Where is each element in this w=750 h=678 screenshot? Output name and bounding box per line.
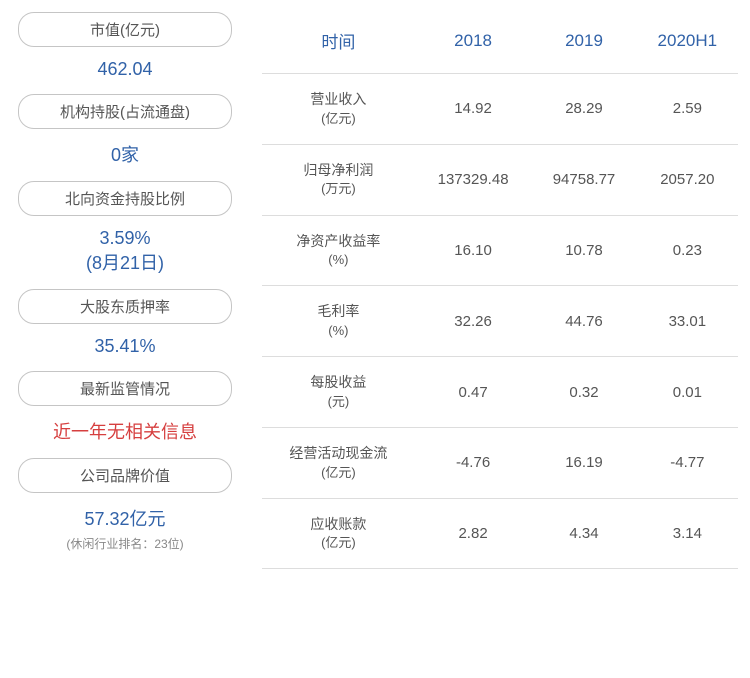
row-label: 应收账款 (亿元) bbox=[262, 498, 415, 569]
cell-value: 2.82 bbox=[415, 498, 532, 569]
cell-value: 10.78 bbox=[531, 215, 636, 286]
metric-northbound-holdings: 北向资金持股比例 3.59% (8月21日) bbox=[18, 181, 232, 275]
row-label-main: 营业收入 bbox=[270, 90, 407, 110]
row-label-unit: (亿元) bbox=[270, 110, 407, 128]
table-row: 营业收入 (亿元) 14.92 28.29 2.59 bbox=[262, 74, 738, 145]
row-label-main: 应收账款 bbox=[270, 515, 407, 535]
cell-value: 2.59 bbox=[637, 74, 738, 145]
metric-value: 462.04 bbox=[18, 59, 232, 80]
row-label-unit: (万元) bbox=[270, 180, 407, 198]
cell-value: 0.23 bbox=[637, 215, 738, 286]
metric-label: 大股东质押率 bbox=[18, 289, 232, 324]
metric-label: 公司品牌价值 bbox=[18, 458, 232, 493]
row-label-main: 归母净利润 bbox=[270, 161, 407, 181]
metric-label: 北向资金持股比例 bbox=[18, 181, 232, 216]
row-label-main: 经营活动现金流 bbox=[270, 444, 407, 464]
col-header-2018: 2018 bbox=[415, 12, 532, 74]
metric-institutional-holdings: 机构持股(占流通盘) 0家 bbox=[18, 94, 232, 167]
row-label-unit: (元) bbox=[270, 393, 407, 411]
row-label: 营业收入 (亿元) bbox=[262, 74, 415, 145]
metric-value: 近一年无相关信息 bbox=[18, 418, 232, 444]
cell-value: 28.29 bbox=[531, 74, 636, 145]
table-header-row: 时间 2018 2019 2020H1 bbox=[262, 12, 738, 74]
table-row: 净资产收益率 (%) 16.10 10.78 0.23 bbox=[262, 215, 738, 286]
row-label-unit: (亿元) bbox=[270, 464, 407, 482]
metric-value: 3.59% (8月21日) bbox=[18, 228, 232, 275]
financial-table-panel: 时间 2018 2019 2020H1 营业收入 (亿元) 14.92 28.2… bbox=[250, 12, 750, 666]
metric-label: 机构持股(占流通盘) bbox=[18, 94, 232, 129]
metric-label: 市值(亿元) bbox=[18, 12, 232, 47]
cell-value: 0.32 bbox=[531, 357, 636, 428]
metric-pledge-ratio: 大股东质押率 35.41% bbox=[18, 289, 232, 357]
row-label: 净资产收益率 (%) bbox=[262, 215, 415, 286]
cell-value: -4.76 bbox=[415, 427, 532, 498]
left-metrics-panel: 市值(亿元) 462.04 机构持股(占流通盘) 0家 北向资金持股比例 3.5… bbox=[0, 12, 250, 666]
row-label-unit: (亿元) bbox=[270, 534, 407, 552]
table-row: 归母净利润 (万元) 137329.48 94758.77 2057.20 bbox=[262, 144, 738, 215]
metric-value: 0家 bbox=[18, 141, 232, 167]
cell-value: 94758.77 bbox=[531, 144, 636, 215]
cell-value: 0.47 bbox=[415, 357, 532, 428]
cell-value: 14.92 bbox=[415, 74, 532, 145]
table-row: 毛利率 (%) 32.26 44.76 33.01 bbox=[262, 286, 738, 357]
metric-regulatory-status: 最新监管情况 近一年无相关信息 bbox=[18, 371, 232, 444]
cell-value: 2057.20 bbox=[637, 144, 738, 215]
table-row: 每股收益 (元) 0.47 0.32 0.01 bbox=[262, 357, 738, 428]
table-row: 应收账款 (亿元) 2.82 4.34 3.14 bbox=[262, 498, 738, 569]
col-header-2019: 2019 bbox=[531, 12, 636, 74]
row-label-main: 每股收益 bbox=[270, 373, 407, 393]
cell-value: -4.77 bbox=[637, 427, 738, 498]
metric-label: 最新监管情况 bbox=[18, 371, 232, 406]
cell-value: 44.76 bbox=[531, 286, 636, 357]
metric-brand-value: 公司品牌价值 57.32亿元 (休闲行业排名：23位) bbox=[18, 458, 232, 552]
cell-value: 0.01 bbox=[637, 357, 738, 428]
row-label: 归母净利润 (万元) bbox=[262, 144, 415, 215]
metric-value: 35.41% bbox=[18, 336, 232, 357]
cell-value: 4.34 bbox=[531, 498, 636, 569]
col-header-2020h1: 2020H1 bbox=[637, 12, 738, 74]
table-row: 经营活动现金流 (亿元) -4.76 16.19 -4.77 bbox=[262, 427, 738, 498]
cell-value: 137329.48 bbox=[415, 144, 532, 215]
row-label-main: 净资产收益率 bbox=[270, 232, 407, 252]
row-label: 经营活动现金流 (亿元) bbox=[262, 427, 415, 498]
cell-value: 32.26 bbox=[415, 286, 532, 357]
cell-value: 33.01 bbox=[637, 286, 738, 357]
row-label: 每股收益 (元) bbox=[262, 357, 415, 428]
cell-value: 3.14 bbox=[637, 498, 738, 569]
cell-value: 16.10 bbox=[415, 215, 532, 286]
metric-subtext: (休闲行业排名：23位) bbox=[18, 535, 232, 552]
col-header-time: 时间 bbox=[262, 12, 415, 74]
row-label-unit: (%) bbox=[270, 251, 407, 269]
financial-data-table: 时间 2018 2019 2020H1 营业收入 (亿元) 14.92 28.2… bbox=[262, 12, 738, 569]
metric-value: 57.32亿元 bbox=[18, 505, 232, 531]
row-label-unit: (%) bbox=[270, 322, 407, 340]
metric-market-cap: 市值(亿元) 462.04 bbox=[18, 12, 232, 80]
row-label: 毛利率 (%) bbox=[262, 286, 415, 357]
cell-value: 16.19 bbox=[531, 427, 636, 498]
row-label-main: 毛利率 bbox=[270, 302, 407, 322]
